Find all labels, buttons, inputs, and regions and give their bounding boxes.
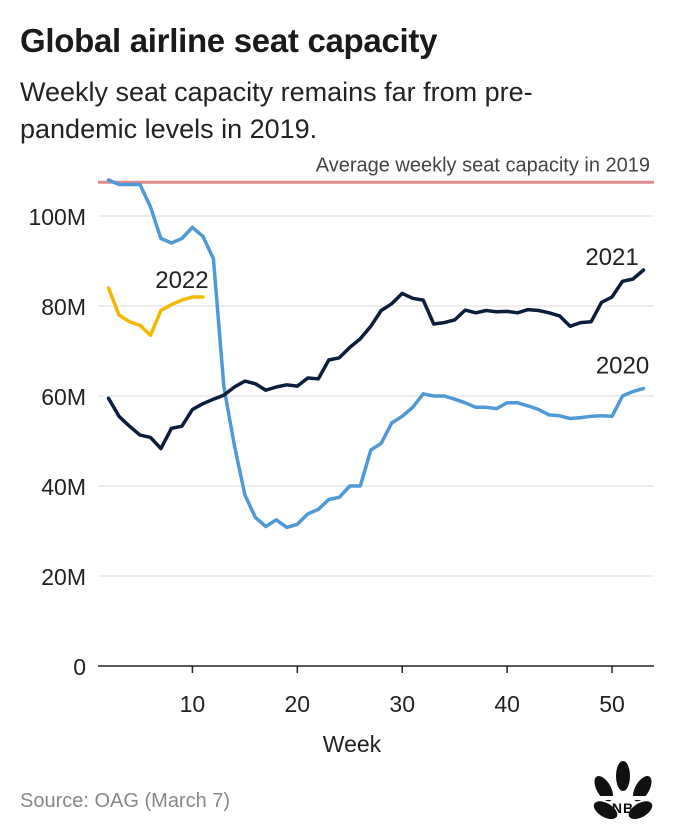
series-label-2020: 2020 bbox=[596, 352, 649, 379]
series-labels: Average weekly seat capacity in 2019 2022… bbox=[155, 154, 650, 379]
peacock-feathers bbox=[593, 761, 653, 820]
x-tick-label: 20 bbox=[285, 691, 311, 717]
y-tick-label: 60M bbox=[41, 384, 86, 410]
cnbc-peacock-logo bbox=[593, 761, 653, 820]
x-tick-label: 30 bbox=[389, 691, 415, 717]
series-line-2022 bbox=[106, 286, 205, 338]
x-tick-label: 50 bbox=[599, 691, 625, 717]
y-tick-label: 100M bbox=[28, 204, 86, 230]
chart-title: Global airline seat capacity bbox=[20, 22, 438, 59]
y-tick-label: 20M bbox=[41, 564, 86, 590]
x-axis-label: Week bbox=[323, 731, 382, 757]
reference-line-label: Average weekly seat capacity in 2019 bbox=[316, 154, 650, 176]
gridlines bbox=[98, 180, 654, 577]
chart-subtitle: Weekly seat capacity remains far from pr… bbox=[20, 77, 533, 144]
source-note: Source: OAG (March 7) bbox=[20, 790, 231, 812]
line-chart: 0 20M 40M 60M 80M 100M 10 20 30 40 50 Week Average … bbox=[28, 154, 654, 757]
y-tick-label: 80M bbox=[41, 294, 86, 320]
axes: 0 20M 40M 60M 80M 100M 10 20 30 40 50 Week bbox=[28, 204, 654, 757]
series-label-2022: 2022 bbox=[155, 267, 208, 294]
cnbc-logo-text: CNBC bbox=[600, 800, 646, 816]
x-tick-label: 40 bbox=[494, 691, 520, 717]
series-line-2021 bbox=[106, 268, 646, 451]
y-tick-label: 0 bbox=[73, 654, 86, 680]
series-lines bbox=[106, 178, 646, 530]
x-tick-label: 10 bbox=[180, 691, 206, 717]
series-label-2021: 2021 bbox=[585, 244, 638, 271]
series-line-2020 bbox=[106, 178, 646, 530]
y-tick-label: 40M bbox=[41, 474, 86, 500]
